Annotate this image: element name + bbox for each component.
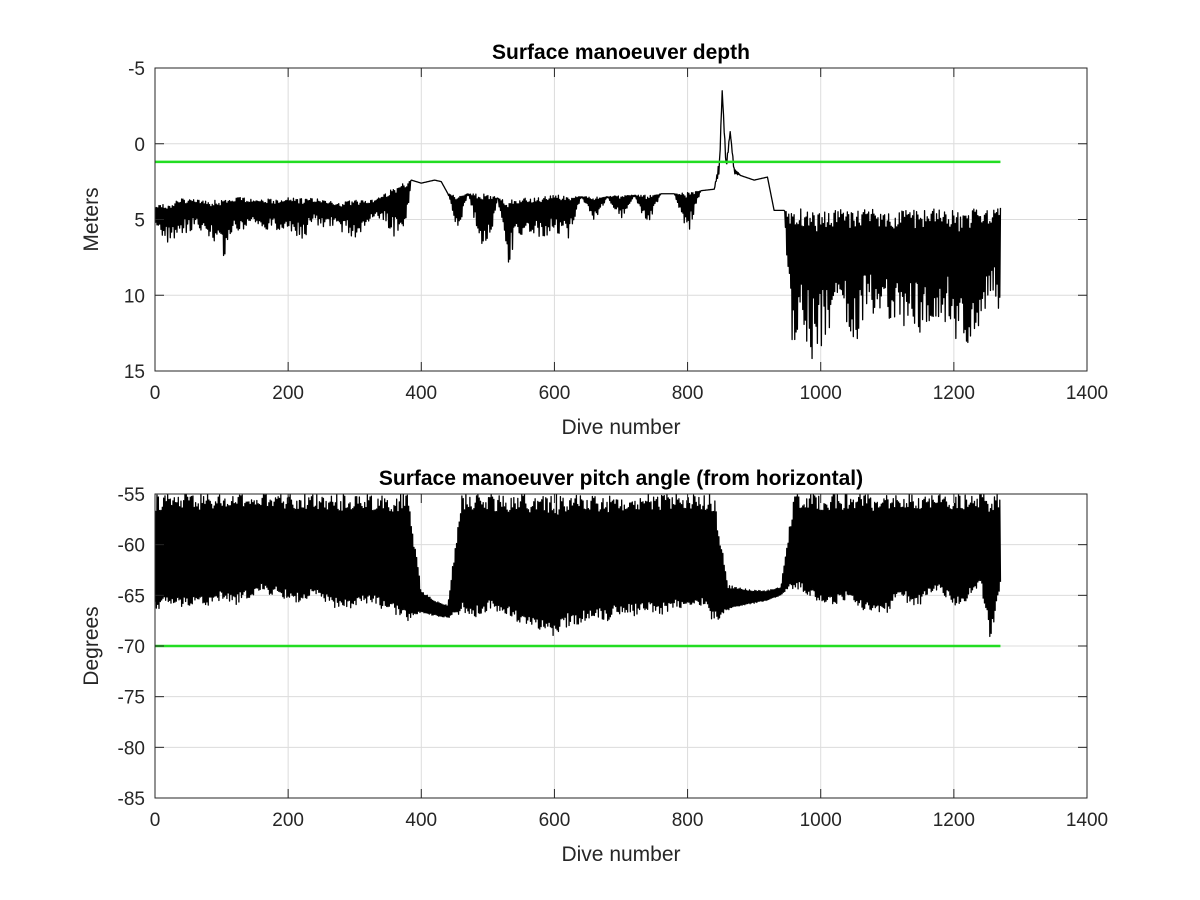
- x-tick-label: 800: [672, 383, 704, 404]
- pitch-subplot: 0 200 400 600 800 1000 1200 1400 -55 -60 -65 -70 -75…: [80, 467, 1108, 866]
- chart-title: Surface manoeuver pitch angle (from hori…: [379, 467, 863, 490]
- x-tick-label: 400: [405, 810, 437, 831]
- series-line: [155, 494, 1002, 638]
- y-axis-label: Degrees: [80, 606, 103, 685]
- y-axis-label: Meters: [80, 187, 103, 251]
- x-tick-label: 0: [150, 810, 161, 831]
- x-tick-label: 1400: [1066, 810, 1108, 831]
- y-tick-label: -5: [128, 59, 145, 80]
- y-tick-label: 0: [134, 135, 145, 156]
- y-tick-label: -75: [118, 688, 145, 709]
- series-line: [155, 90, 1002, 360]
- y-tick-label: -70: [118, 637, 145, 658]
- x-tick-label: 1000: [800, 810, 842, 831]
- x-tick-label: 200: [272, 810, 304, 831]
- y-tick-label: -65: [118, 586, 145, 607]
- x-tick-label: 1200: [933, 810, 975, 831]
- x-tick-label: 200: [272, 383, 304, 404]
- x-axis-label: Dive number: [561, 416, 680, 439]
- y-tick-label: -80: [118, 738, 145, 759]
- y-tick-label: -55: [118, 485, 145, 506]
- data-layer: [155, 90, 1002, 360]
- y-tick-label: 5: [134, 211, 145, 232]
- depth-subplot: 0 200 400 600 800 1000 1200 1400 -5 0 5 10 15 Surface…: [80, 41, 1108, 439]
- x-tick-label: 600: [539, 810, 571, 831]
- x-tick-label: 800: [672, 810, 704, 831]
- x-axis-label: Dive number: [561, 843, 680, 866]
- x-tick-label: 1000: [800, 383, 842, 404]
- x-tick-label: 400: [405, 383, 437, 404]
- y-tick-label: -85: [118, 789, 145, 810]
- y-tick-label: -60: [118, 536, 145, 557]
- y-tick-label: 10: [124, 286, 145, 307]
- x-tick-label: 0: [150, 383, 161, 404]
- x-tick-label: 1200: [933, 383, 975, 404]
- x-tick-label: 600: [539, 383, 571, 404]
- chart-title: Surface manoeuver depth: [492, 41, 750, 64]
- data-layer: [155, 494, 1002, 638]
- x-tick-label: 1400: [1066, 383, 1108, 404]
- y-tick-label: 15: [124, 362, 145, 383]
